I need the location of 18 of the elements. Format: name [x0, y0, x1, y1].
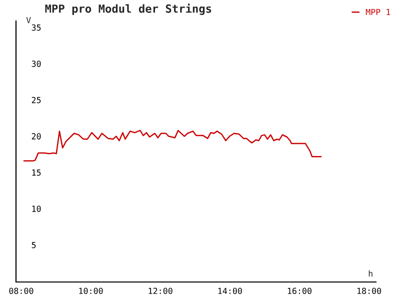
- y-tick-label: 10: [32, 206, 41, 212]
- x-tick-label: 12:00: [148, 288, 172, 294]
- y-tick-label: 30: [32, 60, 41, 67]
- y-tick-label: 15: [32, 169, 41, 176]
- x-axis-title: h: [368, 270, 372, 277]
- y-tick-label: 5: [32, 242, 36, 248]
- y-tick-label: 20: [32, 133, 41, 140]
- x-tick-label: 08:00: [9, 288, 34, 294]
- legend-label: MPP 1: [366, 8, 390, 16]
- x-tick-label: 16:00: [288, 288, 312, 294]
- x-tick-label: 14:00: [218, 288, 242, 294]
- y-axis-title: V: [26, 17, 31, 24]
- x-tick-label: 18:00: [358, 288, 382, 294]
- y-tick-label: 35: [32, 24, 41, 31]
- y-tick-label: 25: [32, 96, 41, 104]
- chart-title: MPP pro Modul der Strings: [45, 4, 212, 15]
- line-series: [23, 130, 322, 162]
- x-tick-label: 10:00: [79, 288, 103, 294]
